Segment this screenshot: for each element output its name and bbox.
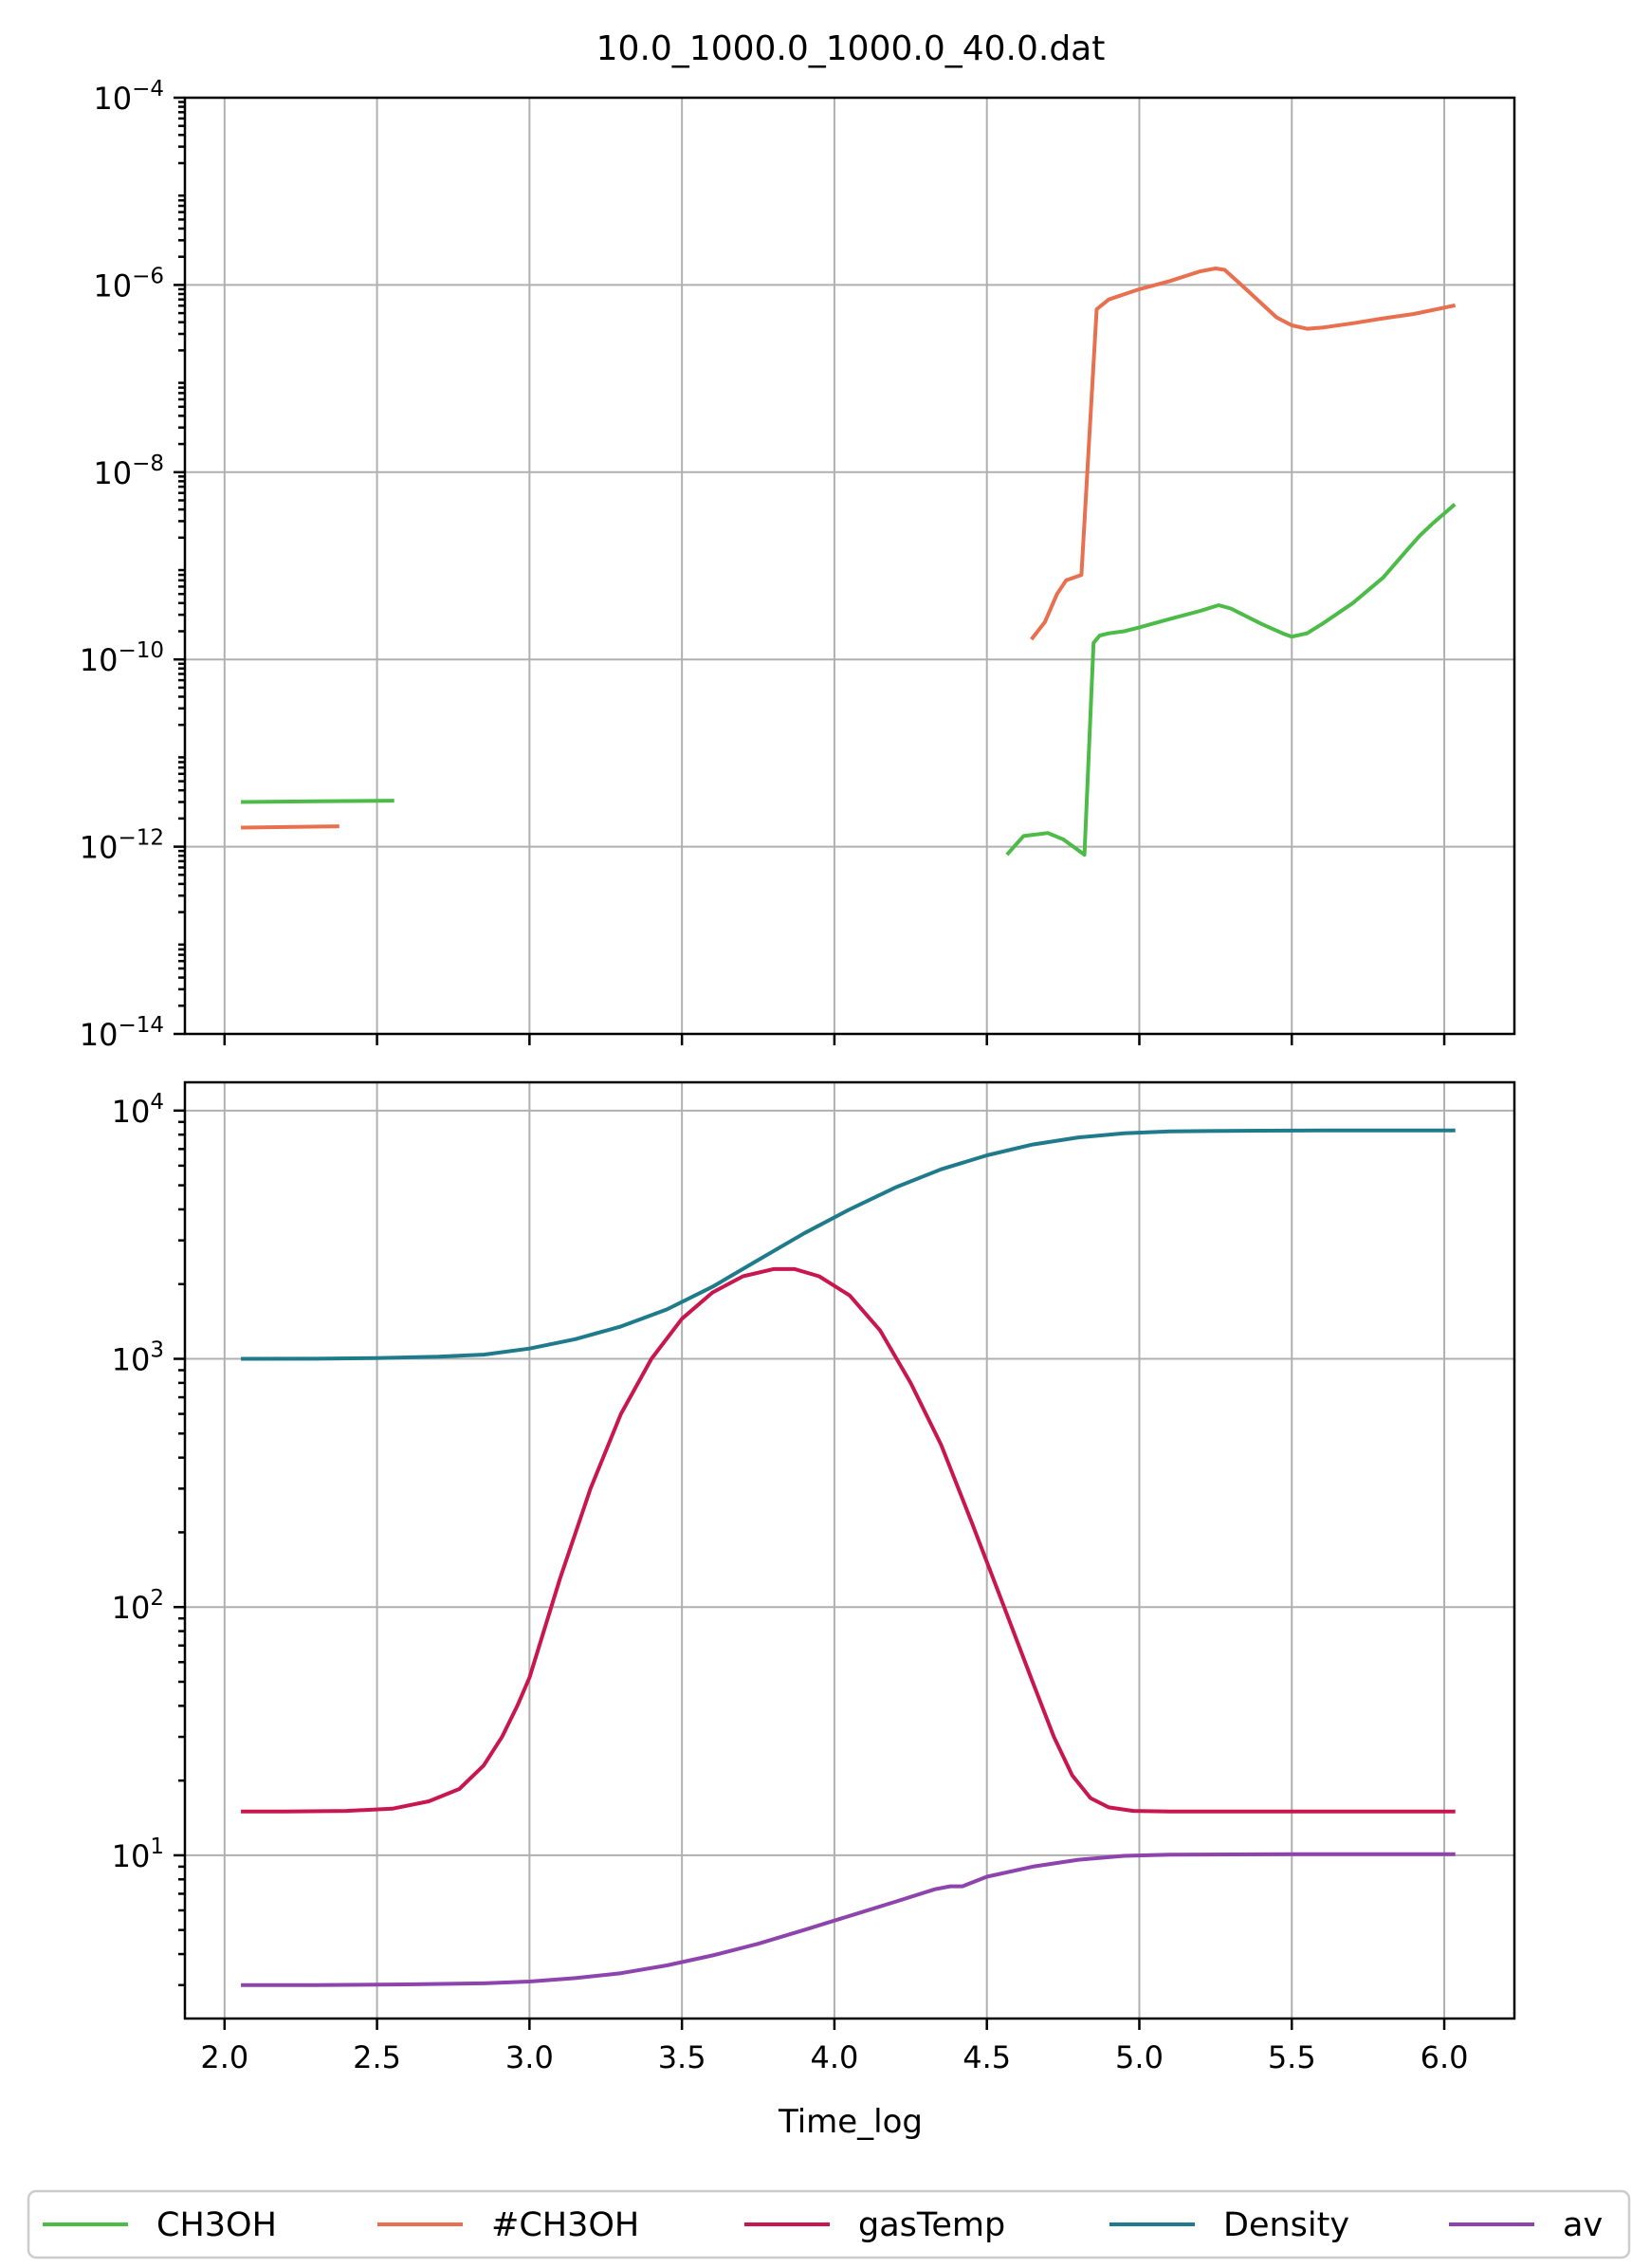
x-tick-label: 2.0: [200, 2039, 248, 2075]
top-series-group: [241, 267, 1457, 857]
x-tick-label: 4.0: [810, 2039, 858, 2075]
y-tick-label: 10−8: [93, 452, 164, 491]
bottom-gridlines: [185, 1082, 1514, 2019]
chart-title: 10.0_1000.0_1000.0_40.0.dat: [596, 29, 1106, 68]
legend-label: CH3OH: [156, 2206, 277, 2244]
series-line-av: [241, 1852, 1456, 1987]
y-tick-label: 101: [112, 1835, 164, 1874]
y-tick-label: 10−4: [93, 77, 164, 117]
bottom-axes-frame: [183, 1080, 1516, 2020]
y-tick-label: 10−10: [80, 638, 164, 678]
top-ticks: 10−4 10−6 10−8 10−10 10−12 10−14: [80, 77, 1446, 1053]
x-axis-label: Time_log: [778, 2103, 923, 2141]
y-tick-label: 103: [112, 1338, 164, 1378]
x-tick-label: 4.5: [962, 2039, 1011, 2075]
legend-items: CH3OH #CH3OH gasTemp Density av: [43, 2206, 1603, 2244]
series-line-ice-ch3oh: [1030, 267, 1457, 641]
y-tick-label: 102: [112, 1586, 164, 1626]
y-tick-label: 104: [112, 1090, 164, 1130]
legend-label: gasTemp: [858, 2206, 1005, 2244]
x-tick-label: 2.5: [353, 2039, 401, 2075]
legend-label: av: [1563, 2206, 1603, 2244]
series-line-density: [241, 1128, 1456, 1361]
y-tick-label: 10−6: [93, 264, 164, 304]
y-tick-label: 10−12: [80, 826, 164, 866]
x-tick-label: 3.5: [658, 2039, 706, 2075]
y-tick-label: 10−14: [80, 1013, 164, 1053]
series-line-ch3oh: [241, 799, 394, 804]
legend: CH3OH #CH3OH gasTemp Density av: [27, 2189, 1631, 2259]
bottom-ticks: 2.0 2.5 3.0 3.5 4.0 4.5 5.0 5.5 6.0 104 103 102 101: [112, 1090, 1469, 2075]
top-gridlines: [185, 97, 1514, 1035]
bottom-series-group: [241, 1128, 1456, 1987]
x-tick-label: 5.5: [1268, 2039, 1316, 2075]
series-line-ch3oh: [1005, 503, 1457, 857]
bottom-panel: 2.0 2.5 3.0 3.5 4.0 4.5 5.0 5.5 6.0 104 103 102 101: [112, 1080, 1516, 2075]
legend-label: Density: [1223, 2206, 1349, 2244]
top-panel: 10−4 10−6 10−8 10−10 10−12 10−14: [80, 77, 1516, 1053]
series-line-gastemp: [241, 1266, 1456, 1814]
legend-label: #CH3OH: [491, 2206, 639, 2244]
top-axes-frame: [183, 96, 1516, 1036]
x-tick-label: 5.0: [1115, 2039, 1164, 2075]
x-tick-label: 3.0: [505, 2039, 554, 2075]
x-tick-label: 6.0: [1421, 2039, 1469, 2075]
series-line-ice-ch3oh: [241, 824, 339, 830]
